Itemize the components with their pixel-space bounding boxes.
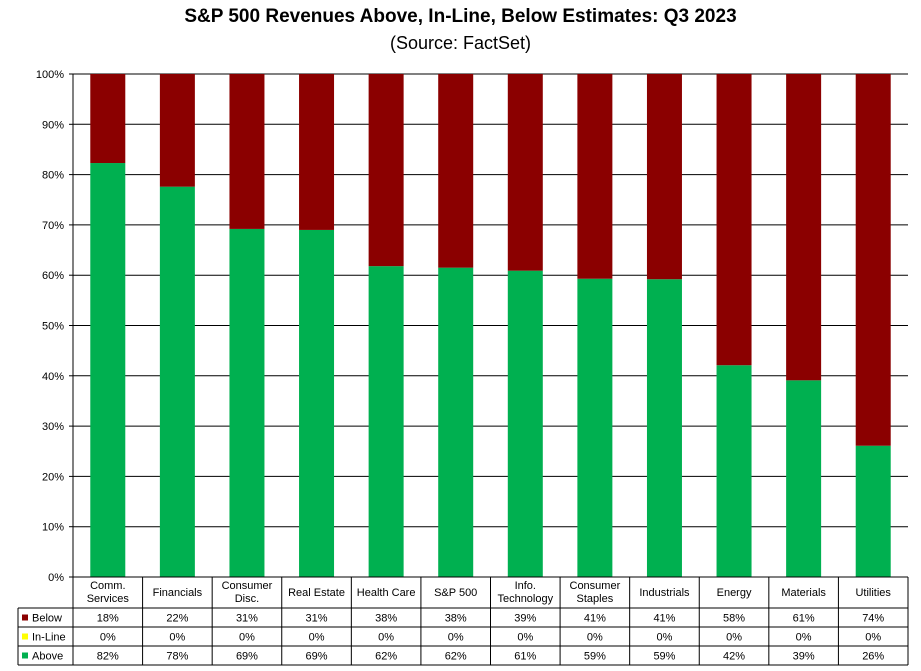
table-cell: 38% [375,613,397,625]
table-cell: 59% [584,651,606,663]
table-cell: 41% [584,613,606,625]
table-cell: 31% [306,613,328,625]
table-cell: 31% [236,613,258,625]
table-cell: 0% [100,632,116,644]
table-cell: 62% [445,651,467,663]
table-cell: 42% [723,651,745,663]
bar-below [159,74,195,187]
table-cell: 39% [514,613,536,625]
category-label: Utilities [855,587,891,599]
table-cell: 0% [169,632,185,644]
legend-key-above [22,652,28,659]
bar-above [646,279,682,577]
table-cell: 61% [514,651,536,663]
table-cell: 22% [166,613,188,625]
table-cell: 38% [445,613,467,625]
category-label: Consumer [222,580,273,592]
table-cell: 74% [862,613,884,625]
table-cell: 62% [375,651,397,663]
bar-below [855,74,891,446]
category-label: Disc. [235,593,259,605]
y-tick-label: 100% [36,69,64,81]
y-tick-label: 50% [42,321,64,333]
table-cell: 18% [97,613,119,625]
y-tick-label: 40% [42,371,64,383]
table-cell: 69% [236,651,258,663]
table-cell: 59% [653,651,675,663]
y-tick-label: 0% [48,572,64,584]
chart-title: S&P 500 Revenues Above, In-Line, Below E… [184,6,737,27]
table-cell: 0% [448,632,464,644]
bar-above [438,267,474,577]
table-cell: 82% [97,651,119,663]
category-label: Real Estate [288,587,345,599]
category-label: Info. [515,580,536,592]
legend-key-inline [22,633,28,640]
chart-subtitle: (Source: FactSet) [389,33,532,53]
category-label: Industrials [639,587,690,599]
table-cell: 0% [517,632,533,644]
bar-above [159,186,195,577]
bar-below [299,74,335,230]
y-tick-label: 10% [42,522,64,534]
table-cell: 0% [309,632,325,644]
y-tick-label: 80% [42,170,64,182]
bar-below [577,74,613,279]
category-label: Services [87,593,130,605]
category-label: Health Care [357,587,416,599]
table-cell: 39% [793,651,815,663]
bar-above [855,445,891,577]
table-cell: 0% [726,632,742,644]
category-label: S&P 500 [434,587,477,599]
table-cell: 78% [166,651,188,663]
legend-label: Below [32,613,62,625]
y-tick-label: 70% [42,220,64,232]
bar-above [507,270,543,577]
category-label: Materials [781,587,826,599]
bar-above [90,163,126,577]
legend-label: In-Line [32,632,66,644]
category-label: Financials [153,587,203,599]
table-cell: 58% [723,613,745,625]
legend-key-below [22,614,28,621]
bar-below [90,74,126,164]
table-cell: 0% [796,632,812,644]
table-cell: 26% [862,651,884,663]
y-tick-label: 30% [42,421,64,433]
bar-below [786,74,822,381]
y-tick-label: 90% [42,119,64,131]
bar-above [716,365,752,577]
bar-above [229,228,265,577]
bar-above [299,229,335,577]
category-label: Technology [497,593,553,605]
bar-below [368,74,404,267]
bar-below [716,74,752,366]
bar-above [368,266,404,577]
table-cell: 0% [865,632,881,644]
table-cell: 61% [793,613,815,625]
category-label: Energy [717,587,752,599]
category-label: Consumer [570,580,621,592]
bar-below [507,74,543,271]
bar-above [786,380,822,577]
table-cell: 0% [657,632,673,644]
bar-above [577,278,613,577]
table-cell: 0% [239,632,255,644]
bar-below [646,74,682,280]
table-cell: 69% [306,651,328,663]
table-cell: 0% [378,632,394,644]
category-label: Comm. [90,580,125,592]
table-cell: 0% [587,632,603,644]
y-tick-label: 20% [42,471,64,483]
y-tick-label: 60% [42,270,64,282]
bar-below [438,74,474,268]
table-cell: 41% [653,613,675,625]
legend-label: Above [32,651,63,663]
bar-below [229,74,265,229]
category-label: Staples [577,593,614,605]
